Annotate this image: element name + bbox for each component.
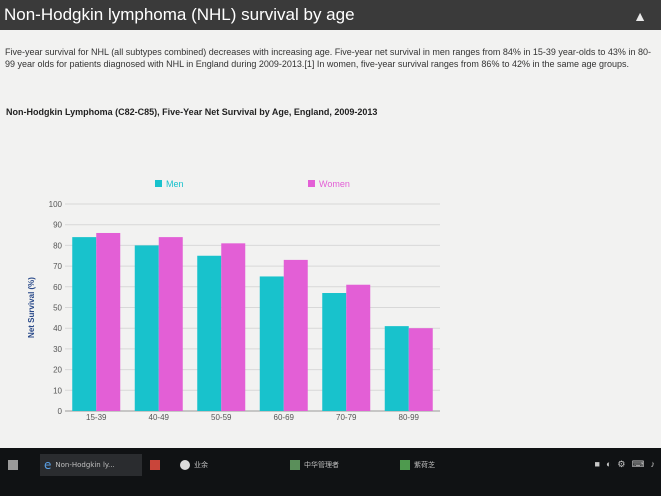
- page-header: Non-Hodgkin lymphoma (NHL) survival by a…: [0, 0, 661, 30]
- y-tick-label: 20: [53, 366, 62, 375]
- bar-men-70-79: [322, 293, 347, 411]
- taskbar-item-label: Non-Hodgkin ly...: [55, 461, 115, 469]
- chart-title: Non-Hodgkin Lymphoma (C82-C85), Five-Yea…: [6, 107, 378, 117]
- y-tick-label: 50: [53, 304, 62, 313]
- bar-men-60-69: [259, 276, 284, 411]
- bar-men-40-49: [134, 245, 159, 411]
- y-tick-label: 40: [53, 324, 62, 333]
- taskbar: e Non-Hodgkin ly... 业余 中华管理者 紫荷芝 ■ ◐ ⚙ ⌨…: [0, 448, 661, 496]
- legend-label: Men: [166, 179, 184, 189]
- x-tick-label: 70-79: [336, 413, 357, 422]
- taskbar-item-manager[interactable]: 中华管理者: [290, 454, 339, 476]
- x-tick-label: 50-59: [211, 413, 232, 422]
- y-tick-label: 10: [53, 386, 62, 395]
- bar-women-70-79: [346, 284, 371, 411]
- taskbar-item-app[interactable]: [150, 454, 160, 476]
- y-tick-label: 80: [53, 241, 62, 250]
- intro-paragraph: Five-year survival for NHL (all subtypes…: [5, 47, 651, 69]
- chevron-up-icon[interactable]: ▲: [633, 8, 647, 24]
- bar-women-15-39: [96, 232, 121, 411]
- system-tray: ■ ◐ ⚙ ⌨ ♪: [595, 459, 655, 470]
- volume-icon[interactable]: ♪: [650, 459, 656, 469]
- keyboard-icon[interactable]: ⌨: [631, 459, 645, 469]
- y-tick-label: 70: [53, 262, 62, 271]
- bar-men-15-39: [72, 237, 97, 411]
- taskbar-item-media[interactable]: 紫荷芝: [400, 454, 435, 476]
- bar-men-50-59: [197, 255, 222, 411]
- taskbar-item-browser[interactable]: e Non-Hodgkin ly...: [40, 454, 142, 476]
- shield-icon[interactable]: ■: [594, 459, 600, 469]
- taskbar-item-chat[interactable]: 业余: [180, 454, 208, 476]
- legend-swatch: [155, 180, 162, 187]
- x-tick-label: 60-69: [274, 413, 295, 422]
- main-content: Five-year survival for NHL (all subtypes…: [0, 30, 661, 448]
- settings-icon[interactable]: ⚙: [617, 459, 626, 469]
- taskbar-item-label: 业余: [194, 461, 208, 469]
- taskbar-item-label: 紫荷芝: [414, 461, 435, 469]
- bar-women-60-69: [283, 259, 308, 411]
- y-axis-label: Net Survival (%): [27, 277, 36, 338]
- bar-men-80-99: [384, 326, 409, 411]
- app-icon: [150, 460, 160, 470]
- bar-women-80-99: [408, 328, 433, 411]
- x-tick-label: 15-39: [86, 413, 107, 422]
- network-icon[interactable]: ◐: [605, 459, 612, 469]
- app-icon: [290, 460, 300, 470]
- y-tick-label: 30: [53, 345, 62, 354]
- x-tick-label: 80-99: [399, 413, 420, 422]
- ie-browser-icon: e: [44, 458, 52, 472]
- app-icon: [400, 460, 410, 470]
- x-tick-label: 40-49: [149, 413, 170, 422]
- y-tick-label: 100: [49, 200, 63, 209]
- bar-women-40-49: [158, 237, 183, 411]
- taskbar-item-label: 中华管理者: [304, 461, 339, 469]
- bar-chart: 0 10 20 30 40 50 60 70 80 90 100 Net Survival (%) 15…: [27, 179, 440, 422]
- legend-label: Women: [319, 179, 350, 189]
- y-tick-label: 0: [58, 407, 63, 416]
- legend-swatch: [308, 180, 315, 187]
- bar-women-50-59: [221, 243, 246, 411]
- page-title: Non-Hodgkin lymphoma (NHL) survival by a…: [4, 5, 355, 24]
- y-tick-label: 60: [53, 283, 62, 292]
- chat-icon: [180, 460, 190, 470]
- windows-start-icon[interactable]: [8, 454, 18, 476]
- y-tick-label: 90: [53, 221, 62, 230]
